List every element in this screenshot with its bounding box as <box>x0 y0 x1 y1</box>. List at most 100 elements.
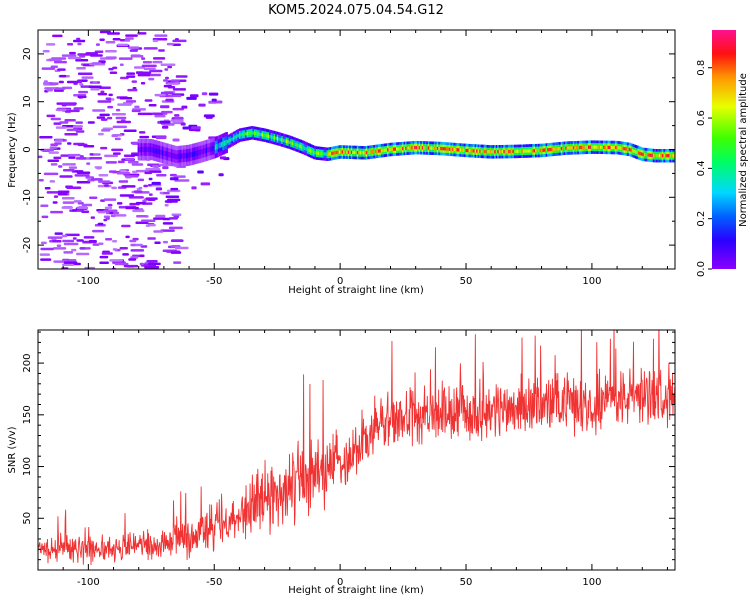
spectrogram-cell <box>473 149 476 153</box>
spectrogram-cell <box>596 145 600 149</box>
spectrogram-cell <box>389 147 393 152</box>
spectrogram-cell <box>399 147 402 151</box>
snr-frame <box>37 329 676 571</box>
spectrogram-cell <box>155 214 166 218</box>
spectrogram-cell <box>45 43 56 46</box>
spectrogram-cell <box>71 209 77 212</box>
spectrogram-cell <box>522 149 526 153</box>
spectrogram-cell <box>165 195 180 199</box>
spectrogram-cell <box>63 261 78 264</box>
spectrogram-cell <box>415 145 419 150</box>
spectrogram-cell <box>148 103 157 107</box>
spectrogram-cell <box>379 149 383 153</box>
colorbar-tick-label: 0.0 <box>696 261 707 277</box>
spectrogram-cell <box>112 152 121 155</box>
spectrogram-cell <box>92 229 105 233</box>
spectrogram-cell <box>119 194 135 197</box>
spectrogram-cell <box>148 193 153 196</box>
spectrogram-cell <box>148 73 161 77</box>
spectrogram-cell <box>81 210 90 213</box>
spectrogram-cell <box>121 185 136 188</box>
spectrogram-cell <box>565 146 568 150</box>
spectrogram-cell <box>107 116 113 120</box>
spectrogram-cell <box>135 201 146 205</box>
spectrogram-cell <box>104 206 113 210</box>
y-tick-label: 100 <box>22 457 33 476</box>
spectrogram-cell <box>100 146 108 150</box>
spectrogram-cell <box>270 135 274 139</box>
spectrogram-cell <box>568 146 571 150</box>
spectrogram-cell <box>52 239 62 243</box>
spectrogram-cell <box>609 145 612 150</box>
spectrogram-cell <box>427 146 431 150</box>
spectrogram-cell <box>71 248 77 252</box>
spectrogram-cell <box>65 233 80 237</box>
spectrogram-cell <box>525 149 529 153</box>
spectrogram-cell <box>362 151 366 155</box>
spectrogram-cell <box>62 163 76 166</box>
spectrogram-cell <box>240 133 244 137</box>
spectrogram-cell <box>39 136 53 139</box>
spectrogram-cell <box>344 150 348 154</box>
spectrogram-cell <box>436 146 440 151</box>
spectrogram-cell <box>554 147 558 151</box>
spectrogram-cell <box>309 149 313 153</box>
spectrogram-cell <box>76 206 89 210</box>
spectrogram-cell <box>191 126 201 130</box>
spectrogram-cell <box>146 146 150 153</box>
spectrogram-cell <box>125 157 135 161</box>
spectrogram-cell <box>154 34 168 37</box>
spectrogram-cell <box>329 152 333 156</box>
spectrogram-cell <box>83 144 95 148</box>
spectrogram-cell <box>113 214 127 217</box>
spectrogram-cell <box>96 166 101 170</box>
spectrogram-cell <box>129 239 137 243</box>
snr-y-label: SNR (v/v) <box>7 426 18 473</box>
spectrogram-cell <box>424 146 428 150</box>
spectrogram-cell <box>72 237 77 240</box>
spectrogram-cell <box>531 149 535 153</box>
spectrogram-cell <box>198 149 201 156</box>
spectrogram-cell <box>145 146 148 153</box>
spectrogram-cell <box>172 107 185 111</box>
spectrogram-cell <box>103 198 117 201</box>
spectrogram-cell <box>84 266 96 269</box>
spectrogram-cell <box>337 150 340 154</box>
spectrogram-cell <box>142 146 145 153</box>
spectrogram-cell <box>160 63 176 66</box>
spectrogram-cell <box>168 94 182 98</box>
spectrogram-cell <box>219 156 227 160</box>
spectrogram-cell <box>201 92 208 96</box>
spectrogram-cell <box>168 226 183 230</box>
spectrogram-cell <box>109 259 123 262</box>
spectrogram-cell <box>67 142 72 145</box>
spectrogram-cell <box>214 144 218 151</box>
spectrogram-cell <box>44 87 60 90</box>
spectrogram-cell <box>421 146 425 150</box>
spectrogram-cell <box>163 84 172 88</box>
spectrogram-cell <box>87 121 95 124</box>
spectrogram-cell <box>74 174 90 177</box>
spectrogram-cell <box>278 137 281 141</box>
spectrogram-cell <box>621 146 624 150</box>
spectrogram-cell <box>167 198 181 202</box>
spectrogram-cell <box>403 146 407 151</box>
spectrogram-cell <box>524 149 528 153</box>
spectrogram-cell <box>137 112 153 116</box>
spectrogram-cell <box>584 145 588 149</box>
spectrogram-cell <box>465 148 469 153</box>
spectrogram-cell <box>172 138 180 142</box>
spectrogram-cell <box>166 151 170 157</box>
spectrogram-cell <box>131 109 141 113</box>
spectrogram-cell <box>119 96 133 100</box>
spectrogram-cell <box>55 126 67 129</box>
spectrogram-cell <box>661 154 665 158</box>
spectrogram-cell <box>75 157 87 160</box>
spectrogram-cell <box>258 132 262 136</box>
spectrogram-cell <box>219 142 222 148</box>
snr-series <box>38 330 675 565</box>
spectrogram-cell <box>237 134 241 138</box>
spectrogram-cell <box>468 148 472 153</box>
spectrogram-cell <box>148 146 151 153</box>
spectrogram-cell <box>279 137 283 142</box>
